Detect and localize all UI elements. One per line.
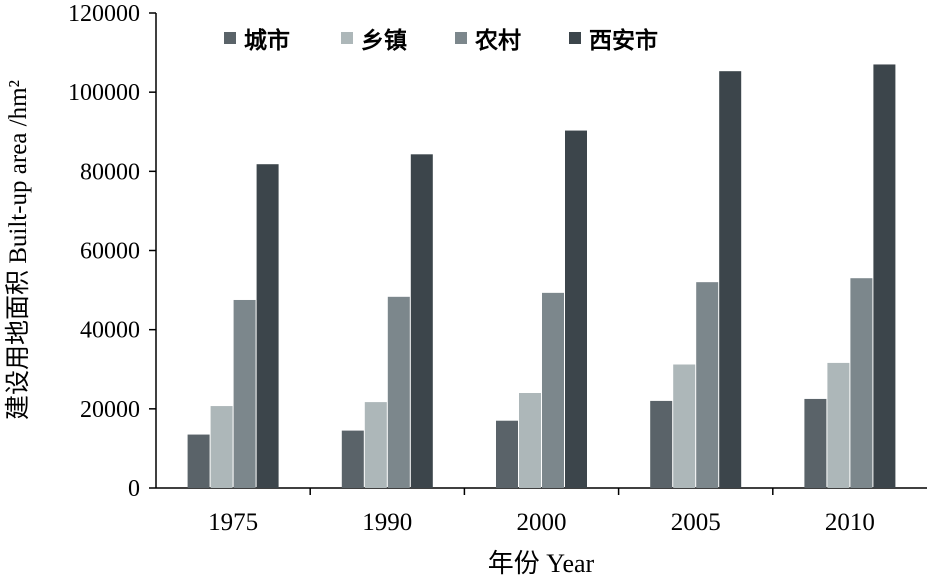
bar <box>387 296 410 488</box>
x-axis-label: 年份 Year <box>488 549 595 578</box>
bar <box>696 282 719 488</box>
x-tick-label: 2010 <box>825 509 875 536</box>
bar <box>873 64 896 488</box>
legend: 城市 乡镇 农村 西安市 <box>224 27 658 54</box>
x-tick-label: 1990 <box>362 509 412 536</box>
bar <box>496 420 518 488</box>
legend-swatch <box>224 32 236 44</box>
x-ticks: 1975 1990 2000 2005 2010 <box>208 488 875 536</box>
legend-label: 城市 <box>244 27 290 54</box>
bar <box>210 406 233 488</box>
legend-label: 西安市 <box>589 27 658 54</box>
y-tick-label: 40000 <box>80 318 140 344</box>
x-tick-label: 2000 <box>517 509 567 536</box>
x-tick-label: 1975 <box>208 509 258 536</box>
bar <box>673 364 696 488</box>
y-axis-label: 建设用地面积 Built-up area /hm² <box>4 80 32 420</box>
legend-label: 农村 <box>474 27 521 54</box>
bar <box>187 434 210 488</box>
x-tick-label: 2005 <box>671 509 721 536</box>
bar <box>364 402 387 488</box>
y-tick-label: 80000 <box>80 159 140 185</box>
bars <box>187 64 896 489</box>
bar <box>233 299 256 488</box>
bar <box>256 164 279 489</box>
bar <box>542 292 564 488</box>
bar <box>827 362 850 488</box>
y-tick-label: 100000 <box>68 80 140 106</box>
bar <box>565 130 587 488</box>
bar <box>804 398 827 488</box>
bar <box>341 430 364 488</box>
legend-swatch <box>569 32 581 44</box>
y-ticks: 0 20000 40000 60000 80000 100000 120000 <box>68 1 156 502</box>
y-tick-label: 20000 <box>80 397 140 423</box>
bar <box>410 154 433 488</box>
bar <box>850 278 873 488</box>
bar <box>719 71 742 488</box>
y-tick-label: 0 <box>128 476 140 502</box>
y-tick-label: 120000 <box>68 1 140 27</box>
y-tick-label: 60000 <box>80 239 140 265</box>
legend-swatch <box>455 32 467 44</box>
legend-swatch <box>341 32 353 44</box>
bar <box>650 400 673 488</box>
legend-label: 乡镇 <box>361 27 407 54</box>
bar <box>519 393 541 488</box>
